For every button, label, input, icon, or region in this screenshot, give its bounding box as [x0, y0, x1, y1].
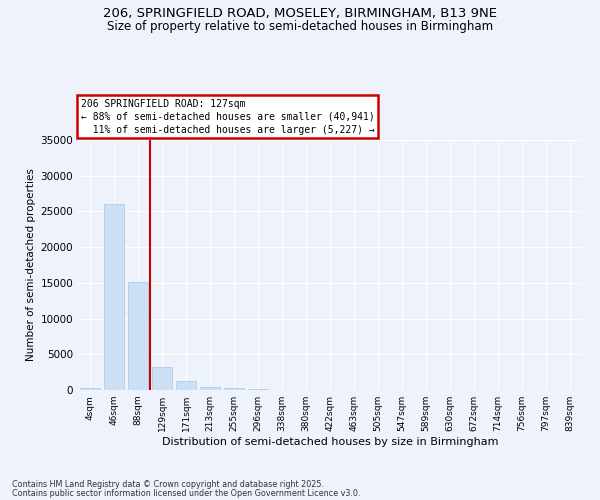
Bar [176, 382, 196, 390]
Bar [104, 204, 124, 390]
Bar [152, 367, 172, 390]
X-axis label: Distribution of semi-detached houses by size in Birmingham: Distribution of semi-detached houses by … [162, 437, 498, 447]
Text: Size of property relative to semi-detached houses in Birmingham: Size of property relative to semi-detach… [107, 20, 493, 33]
Bar [224, 388, 244, 390]
Text: Contains HM Land Registry data © Crown copyright and database right 2025.: Contains HM Land Registry data © Crown c… [12, 480, 324, 489]
Y-axis label: Number of semi-detached properties: Number of semi-detached properties [26, 168, 36, 362]
Bar [80, 388, 100, 390]
Bar [128, 282, 148, 390]
Bar [200, 387, 220, 390]
Bar [248, 389, 268, 390]
Text: 206, SPRINGFIELD ROAD, MOSELEY, BIRMINGHAM, B13 9NE: 206, SPRINGFIELD ROAD, MOSELEY, BIRMINGH… [103, 8, 497, 20]
Text: Contains public sector information licensed under the Open Government Licence v3: Contains public sector information licen… [12, 488, 361, 498]
Text: 206 SPRINGFIELD ROAD: 127sqm
← 88% of semi-detached houses are smaller (40,941)
: 206 SPRINGFIELD ROAD: 127sqm ← 88% of se… [80, 98, 374, 135]
